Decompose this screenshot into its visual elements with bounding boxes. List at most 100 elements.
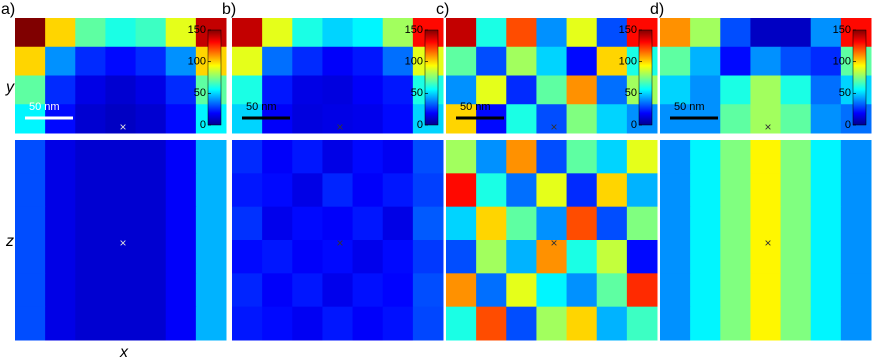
heatmap-cell — [262, 273, 293, 308]
heatmap-cell — [840, 240, 872, 274]
scale-bar-label: 50 nm — [246, 101, 277, 113]
heatmap-cell — [536, 273, 568, 308]
heatmap-cell — [810, 140, 842, 174]
heatmap-cell — [750, 46, 782, 76]
heatmap-cell — [536, 140, 568, 174]
heatmap-cell — [660, 140, 691, 174]
heatmap-cell — [105, 18, 137, 48]
heatmap-cell — [720, 104, 751, 134]
heatmap-cell — [322, 240, 354, 274]
heatmap-cell — [262, 140, 293, 174]
heatmap-cell — [476, 18, 507, 48]
heatmap-cell — [596, 104, 628, 134]
heatmap-cell — [105, 75, 137, 105]
heatmap-cell — [292, 46, 323, 76]
heatmap-cell — [660, 46, 691, 76]
heatmap-cell — [105, 46, 137, 76]
heatmap-cell — [292, 173, 323, 208]
scale-bar-label: 50 nm — [29, 101, 60, 113]
heatmap-cell — [232, 46, 263, 76]
heatmap-cell — [262, 18, 293, 48]
heatmap-cell — [135, 173, 167, 208]
heatmap-cell — [75, 104, 106, 134]
heatmap-cell — [135, 104, 167, 134]
heatmap-cell — [780, 240, 812, 274]
heatmap-cell — [45, 75, 76, 105]
heatmap-cell — [75, 306, 106, 341]
marker: × — [119, 120, 126, 134]
heatmap-cell — [352, 18, 384, 48]
heatmap-cell — [506, 173, 537, 208]
heatmap-cell — [105, 273, 137, 308]
heatmap-cell — [232, 140, 263, 174]
marker: × — [550, 120, 557, 134]
heatmap-cell — [232, 173, 263, 208]
marker: × — [336, 236, 343, 250]
heatmap-cell — [506, 46, 537, 76]
heatmap-cell — [840, 173, 872, 208]
heatmap-cell — [352, 240, 384, 274]
heatmap-cell — [750, 240, 782, 274]
heatmap-cell — [75, 240, 106, 274]
heatmap-cell — [322, 206, 354, 241]
heatmap-cell — [626, 140, 658, 174]
heatmap-cell — [412, 140, 444, 174]
heatmap-cell — [446, 18, 477, 48]
heatmap-cell — [476, 306, 507, 341]
heatmap-cell — [750, 18, 782, 48]
heatmap-cell — [105, 240, 137, 274]
heatmap-cell — [75, 46, 106, 76]
colorbar-tick-label: 150 — [619, 24, 637, 36]
heatmap-cell — [322, 46, 354, 76]
colorbar — [852, 29, 867, 126]
heatmap-cell — [352, 273, 384, 308]
heatmap-cell — [262, 240, 293, 274]
heatmap-cell — [566, 140, 598, 174]
heatmap-cell — [352, 140, 384, 174]
heatmap-cell — [780, 173, 812, 208]
heatmap-cell — [626, 173, 658, 208]
heatmap-cell — [780, 306, 812, 341]
heatmap-cell — [596, 46, 628, 76]
heatmap-cell — [720, 240, 751, 274]
heatmap-cell — [810, 173, 842, 208]
heatmap-cell — [536, 173, 568, 208]
marker: × — [764, 120, 771, 134]
heatmap-cell — [566, 273, 598, 308]
heatmap-cell — [690, 273, 721, 308]
colorbar-tick-label: 0 — [417, 119, 423, 131]
heatmap-cell — [446, 240, 477, 274]
heatmap-cell — [566, 18, 598, 48]
heatmap-cell — [810, 18, 842, 48]
heatmap-cell — [382, 306, 414, 341]
heatmap-cell — [232, 273, 263, 308]
heatmap-cell — [105, 306, 137, 341]
heatmap-cell — [566, 104, 598, 134]
heatmap-cell — [135, 18, 167, 48]
axis-label: z — [5, 233, 14, 250]
heatmap-cell — [720, 273, 751, 308]
colorbar-tick-label: 0 — [200, 119, 206, 131]
heatmap-cell — [506, 240, 537, 274]
heatmap-cell — [292, 104, 323, 134]
heatmap-cell — [262, 46, 293, 76]
heatmap-cell — [810, 75, 842, 105]
scale-bar-label: 50 nm — [674, 101, 705, 113]
heatmap-cell — [446, 173, 477, 208]
heatmap-cell — [105, 140, 137, 174]
heatmap-cell — [720, 306, 751, 341]
heatmap-cell — [690, 306, 721, 341]
heatmap-cell — [292, 18, 323, 48]
heatmap-cell — [566, 240, 598, 274]
heatmap-cell — [720, 18, 751, 48]
heatmap-cell — [446, 75, 477, 105]
heatmap-cell — [750, 75, 782, 105]
heatmap-cell — [810, 273, 842, 308]
heatmap-cell — [810, 104, 842, 134]
heatmap-cell — [262, 75, 293, 105]
panel-label: d) — [650, 1, 664, 18]
heatmap-cell — [720, 206, 751, 241]
heatmap-cell — [382, 273, 414, 308]
heatmap-cell — [476, 46, 507, 76]
heatmap-cell — [322, 273, 354, 308]
